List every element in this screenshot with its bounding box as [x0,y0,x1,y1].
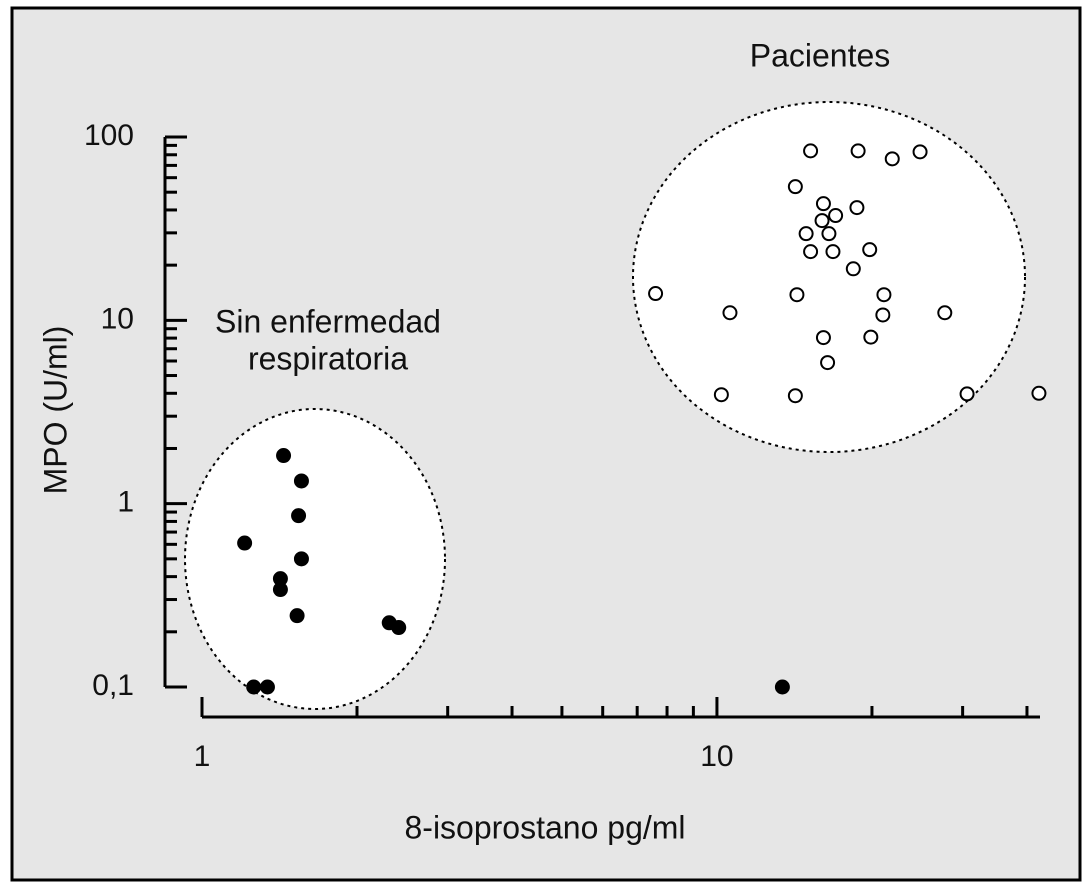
point [272,582,288,598]
point [237,535,253,551]
point [291,508,307,524]
point [648,286,664,302]
group-ellipse [184,408,446,710]
point [293,551,309,567]
point [391,620,407,636]
annotation: respiratoria [248,340,408,376]
point [884,151,900,167]
point [803,244,819,260]
y-axis-label: MPO (U/ml) [37,326,73,495]
y-tick-label: 1 [117,486,134,519]
point [912,144,928,160]
point [713,387,729,403]
point [815,196,831,212]
point [787,179,803,195]
point [803,143,819,159]
point [937,305,953,321]
y-tick-label: 0,1 [92,669,134,702]
point [814,213,830,229]
point [798,226,814,242]
point [863,329,879,345]
point [722,305,738,321]
annotation: Sin enfermedad [215,303,441,339]
point [849,200,865,216]
point [828,208,844,224]
point [821,226,837,242]
point [289,608,305,624]
point [820,355,836,371]
x-axis-label: 8-isoprostano pg/ml [404,809,685,845]
point [845,261,861,277]
point [876,287,892,303]
annotation: Pacientes [750,37,891,73]
point [862,242,878,258]
point [246,679,262,695]
point [774,679,790,695]
x-tick-label: 1 [194,740,211,773]
y-tick-label: 10 [101,302,134,335]
x-tick-label: 10 [700,740,733,773]
point [276,448,292,464]
group-ellipse [632,101,1026,453]
point [825,244,841,260]
point [815,330,831,346]
y-tick-label: 100 [84,119,134,152]
point [259,679,275,695]
point [875,307,891,323]
point [787,388,803,404]
point [1031,385,1047,401]
point [789,287,805,303]
point [850,143,866,159]
point [293,473,309,489]
point [959,386,975,402]
